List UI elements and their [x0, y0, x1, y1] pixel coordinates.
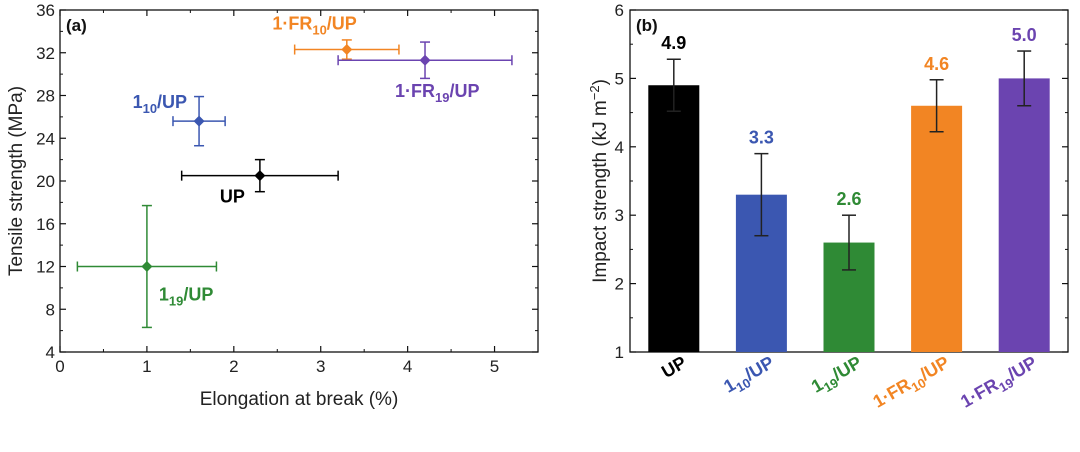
category-label: 110/UP: [720, 352, 779, 400]
diamond-marker: [141, 261, 153, 272]
y-tick-label-b: 2: [615, 275, 624, 294]
y-tick-label-b: 3: [615, 206, 624, 225]
bar-group: 3.3 110/UP: [720, 128, 787, 400]
data-point: 119/UP: [76, 204, 218, 329]
y-tick-label-b: 1: [615, 343, 624, 362]
y-tick-label-a: 16: [36, 215, 55, 234]
point-label: 1·FR10/UP: [272, 14, 356, 38]
value-label: 5.0: [1012, 25, 1037, 45]
x-tick-label-a: 2: [229, 357, 238, 376]
bar-group: 2.6 119/UP: [808, 189, 875, 400]
y-tick-label-b: 5: [615, 69, 624, 88]
point-label: 119/UP: [159, 285, 213, 309]
bar-group: 5.0 1·FR19/UP: [957, 25, 1050, 415]
bar: [998, 78, 1050, 353]
panel-label-b: (b): [636, 16, 658, 35]
panel-b-bars: (b) Impact strength (kJ m−2) 1 2 3 4 5 6 4.9 U…: [587, 1, 1069, 415]
bar-group: 4.9 UP: [648, 33, 700, 382]
diamond-marker: [341, 44, 353, 56]
panel-label-a: (a): [66, 16, 87, 35]
y-tick-label-a: 28: [36, 87, 55, 106]
value-label: 4.6: [924, 54, 949, 74]
value-label: 3.3: [749, 128, 774, 148]
y-tick-label-a: 24: [36, 129, 55, 148]
y-tick-label-a: 32: [36, 44, 55, 63]
bar-group: 4.6 1·FR10/UP: [869, 54, 963, 415]
x-tick-label-a: 4: [403, 357, 412, 376]
y-axis-title-a: Tensile strength (MPa): [6, 86, 27, 276]
ticks-b: 1 2 3 4 5 6: [615, 1, 1068, 362]
plot-frame-a: [59, 9, 539, 353]
bars-b: 4.9 UP 3.3 110/UP 2.6 119/UP 4.6 1·FR10/UP 5.0 1·…: [648, 25, 1050, 415]
panel-a-scatter: (a) Elongation at break (%) Tensile stre…: [6, 1, 539, 410]
point-label: 1·FR19/UP: [395, 81, 479, 105]
data-point: 1·FR10/UP: [272, 14, 400, 60]
bar: [648, 85, 700, 353]
category-label: UP: [658, 352, 690, 382]
y-tick-label-b: 4: [615, 138, 624, 157]
diamond-marker: [254, 170, 266, 182]
point-label: UP: [220, 187, 245, 207]
x-tick-label-a: 1: [142, 357, 151, 376]
y-tick-label-a: 8: [46, 300, 55, 319]
points-a: UP 110/UP 119/UP 1·FR10/UP 1·FR19/UP: [76, 14, 513, 329]
x-tick-label-a: 0: [55, 357, 64, 376]
value-label: 4.9: [661, 33, 686, 53]
data-point: 1·FR19/UP: [337, 41, 513, 105]
x-axis-title-a: Elongation at break (%): [200, 389, 399, 410]
diamond-marker: [419, 54, 431, 66]
point-label: 110/UP: [133, 92, 187, 116]
bar: [911, 105, 963, 352]
category-label: 119/UP: [808, 352, 867, 400]
y-tick-label-a: 4: [46, 343, 55, 362]
category-label: 1·FR19/UP: [957, 352, 1042, 415]
x-tick-label-a: 3: [316, 357, 325, 376]
value-label: 2.6: [836, 189, 861, 209]
y-tick-label-a: 36: [36, 1, 55, 20]
y-tick-label-a: 20: [36, 172, 55, 191]
diamond-marker: [193, 115, 205, 127]
x-tick-label-a: 5: [490, 357, 499, 376]
data-point: 110/UP: [133, 92, 226, 147]
y-tick-label-b: 6: [615, 1, 624, 20]
category-label: 1·FR10/UP: [869, 352, 954, 415]
y-tick-label-a: 12: [36, 258, 55, 277]
y-axis-title-b: Impact strength (kJ m−2): [587, 79, 611, 283]
data-point: UP: [180, 158, 339, 207]
